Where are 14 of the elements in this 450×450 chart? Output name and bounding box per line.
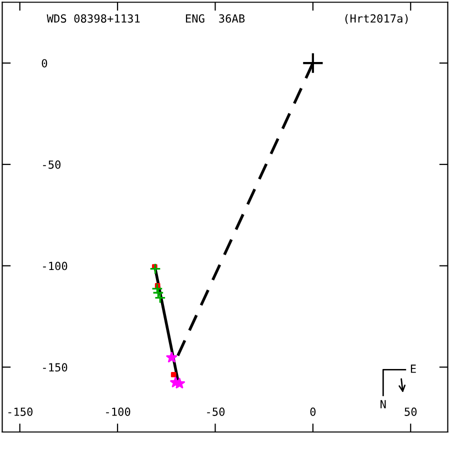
annotation: ENG 36AB — [186, 14, 245, 23]
annotation: WDS 08398+1131 — [46, 14, 140, 23]
x-tick-label: 0 — [310, 408, 316, 416]
y-tick-label: -150 — [43, 363, 68, 372]
x-tick-label: -100 — [106, 408, 130, 416]
x-tick-label: -150 — [8, 408, 32, 416]
x-tick-label: -50 — [207, 408, 225, 416]
y-tick-label: -50 — [43, 160, 60, 169]
x-tick-label: 50 — [404, 408, 417, 416]
annotation: E — [410, 364, 416, 373]
y-tick-label: -100 — [43, 262, 68, 270]
annotation: N — [380, 400, 386, 408]
annotation: (Hrt2017a) — [345, 14, 408, 24]
y-tick-label: 0 — [42, 59, 48, 68]
